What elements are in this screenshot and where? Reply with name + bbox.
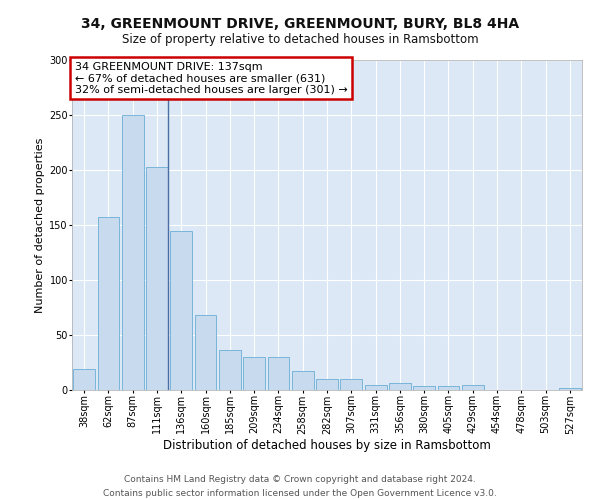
Bar	[194, 315, 217, 390]
Text: 34 GREENMOUNT DRIVE: 137sqm
← 67% of detached houses are smaller (631)
32% of se: 34 GREENMOUNT DRIVE: 137sqm ← 67% of det…	[74, 62, 347, 95]
Bar	[437, 386, 460, 390]
Bar	[73, 369, 95, 390]
Bar	[122, 115, 143, 390]
Bar	[559, 388, 581, 390]
Text: Size of property relative to detached houses in Ramsbottom: Size of property relative to detached ho…	[122, 32, 478, 46]
Bar	[365, 384, 386, 390]
Bar	[268, 357, 289, 390]
Bar	[243, 357, 265, 390]
Text: Contains HM Land Registry data © Crown copyright and database right 2024.
Contai: Contains HM Land Registry data © Crown c…	[103, 476, 497, 498]
Bar	[146, 166, 168, 390]
Text: 34, GREENMOUNT DRIVE, GREENMOUNT, BURY, BL8 4HA: 34, GREENMOUNT DRIVE, GREENMOUNT, BURY, …	[81, 18, 519, 32]
Bar	[219, 350, 241, 390]
Bar	[462, 384, 484, 390]
Bar	[340, 379, 362, 390]
Bar	[316, 379, 338, 390]
Bar	[292, 372, 314, 390]
Bar	[97, 218, 119, 390]
X-axis label: Distribution of detached houses by size in Ramsbottom: Distribution of detached houses by size …	[163, 439, 491, 452]
Bar	[413, 386, 435, 390]
Bar	[389, 384, 411, 390]
Y-axis label: Number of detached properties: Number of detached properties	[35, 138, 45, 312]
Bar	[170, 230, 192, 390]
